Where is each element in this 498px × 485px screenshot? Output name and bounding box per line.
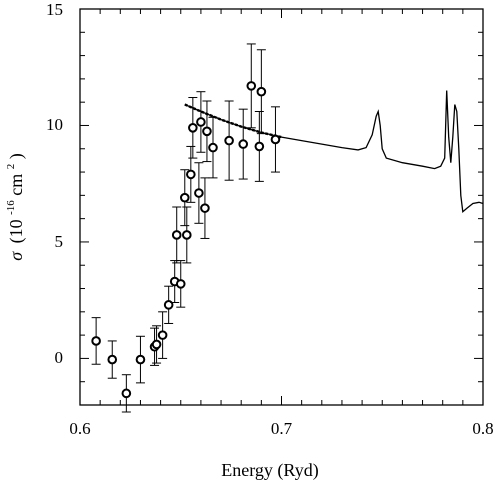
data-point [151, 325, 162, 364]
axis-ticks [79, 8, 484, 406]
data-marker [157, 330, 168, 340]
data-point [188, 97, 198, 159]
data-point [91, 317, 101, 365]
data-point [163, 285, 174, 324]
data-marker [151, 339, 162, 350]
y-axis-label-unit: cm [6, 174, 26, 196]
y-axis-label-open: (10 [6, 219, 27, 243]
y-tick-label: 0 [55, 348, 64, 367]
x-tick-label: 0.7 [271, 419, 293, 438]
data-marker [186, 169, 196, 180]
data-marker [179, 192, 190, 203]
data-marker [224, 135, 234, 146]
x-tick-labels: 0.6 0.7 0.8 [69, 419, 493, 438]
data-marker [181, 230, 192, 240]
data-point [175, 260, 186, 308]
data-point [208, 116, 218, 179]
data-point [171, 206, 182, 264]
data-point [254, 110, 265, 182]
data-point [179, 169, 190, 227]
data-point [135, 335, 146, 384]
data-point [186, 145, 196, 203]
data-marker [238, 139, 249, 149]
theory-line [184, 90, 484, 213]
data-point [202, 100, 212, 163]
data-point [181, 206, 192, 264]
data-marker [254, 141, 265, 152]
data-point [107, 340, 118, 379]
svg-text:σ (10 -16 c: σ (10 -16 cm 2 ) [0, 153, 27, 261]
data-marker [202, 126, 212, 137]
y-tick-label: 15 [46, 0, 63, 19]
data-marker [171, 230, 182, 240]
data-marker [121, 388, 132, 399]
data-marker [196, 117, 206, 127]
data-marker [107, 354, 118, 365]
data-marker [135, 354, 146, 365]
data-marker [208, 142, 218, 153]
y-axis-label-symbol: σ [6, 251, 26, 261]
theory-series [184, 90, 484, 213]
data-marker [188, 123, 198, 133]
data-point [196, 91, 206, 153]
data-marker [91, 336, 101, 346]
data-point [121, 374, 132, 413]
x-axis-label: Energy (Ryd) [221, 460, 318, 481]
data-marker [175, 279, 186, 289]
data-point [194, 162, 204, 224]
y-tick-label: 5 [55, 232, 64, 251]
data-point [270, 106, 281, 173]
x-tick-label: 0.6 [69, 419, 90, 438]
data-point [200, 177, 210, 239]
data-marker [194, 188, 204, 198]
y-axis-label-exponent: -16 [5, 200, 17, 215]
x-tick-label: 0.8 [472, 419, 493, 438]
measurement-series [91, 43, 281, 413]
theory-line-start [184, 103, 282, 139]
data-point [256, 49, 267, 135]
data-point [238, 108, 249, 180]
data-marker [200, 203, 210, 213]
y-axis-label: σ (10 -16 cm 2 ) [0, 153, 27, 261]
data-marker [246, 81, 257, 91]
data-point [224, 100, 234, 181]
data-point [157, 311, 168, 359]
y-axis-label-close: ) [6, 153, 27, 159]
y-tick-label: 10 [46, 115, 63, 134]
data-marker [270, 134, 281, 145]
y-axis-label-unit-exponent: 2 [5, 164, 17, 170]
data-point [246, 43, 257, 129]
data-marker [256, 86, 267, 97]
y-tick-labels: 0 5 10 15 [46, 0, 63, 367]
